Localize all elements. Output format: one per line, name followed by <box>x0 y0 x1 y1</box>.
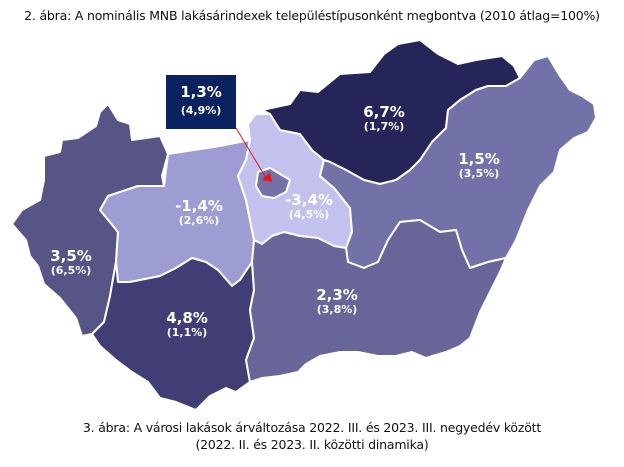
callout-arrowhead-icon <box>262 172 272 182</box>
label-pest: -3,4% (4,5%) <box>285 191 333 222</box>
ngp-prev: (3,5%) <box>458 167 500 181</box>
label-western-transdanubia: 3,5% (6,5%) <box>50 247 92 278</box>
ct-prev: (2,6%) <box>178 214 220 228</box>
northern-value: 6,7% <box>363 103 405 121</box>
label-northern-hungary: 6,7% (1,7%) <box>363 103 405 134</box>
label-northern-great-plain: 1,5% (3,5%) <box>458 150 500 181</box>
figure-caption: 3. ábra: A városi lakások árváltozása 20… <box>0 419 624 453</box>
ngp-value: 1,5% <box>458 150 500 168</box>
region-southern-great-plain[interactable] <box>245 219 507 383</box>
st-value: 4,8% <box>166 309 208 327</box>
pest-value: -3,4% <box>285 191 333 209</box>
sgp-prev: (3,8%) <box>316 303 358 317</box>
st-prev: (1,1%) <box>166 326 208 340</box>
label-southern-great-plain: 2,3% (3,8%) <box>316 286 358 317</box>
wt-value: 3,5% <box>50 247 92 265</box>
callout-arrow <box>235 127 267 179</box>
pest-prev: (4,5%) <box>288 208 330 222</box>
ct-value: -1,4% <box>175 197 223 215</box>
figure-title: 2. ábra: A nominális MNB lakásárindexek … <box>24 8 600 23</box>
caption-line-2: (2022. II. és 2023. II. közötti dinamika… <box>195 437 429 452</box>
sgp-value: 2,3% <box>316 286 358 304</box>
label-central-transdanubia: -1,4% (2,6%) <box>175 197 223 228</box>
budapest-prev: (4,9%) <box>180 104 222 117</box>
caption-line-1: 3. ábra: A városi lakások árváltozása 20… <box>82 420 542 435</box>
budapest-value: 1,3% <box>180 83 222 101</box>
label-southern-transdanubia: 4,8% (1,1%) <box>166 309 208 340</box>
northern-prev: (1,7%) <box>363 120 405 134</box>
wt-prev: (6,5%) <box>50 264 92 278</box>
budapest-callout: 1,3% (4,9%) <box>166 75 236 129</box>
